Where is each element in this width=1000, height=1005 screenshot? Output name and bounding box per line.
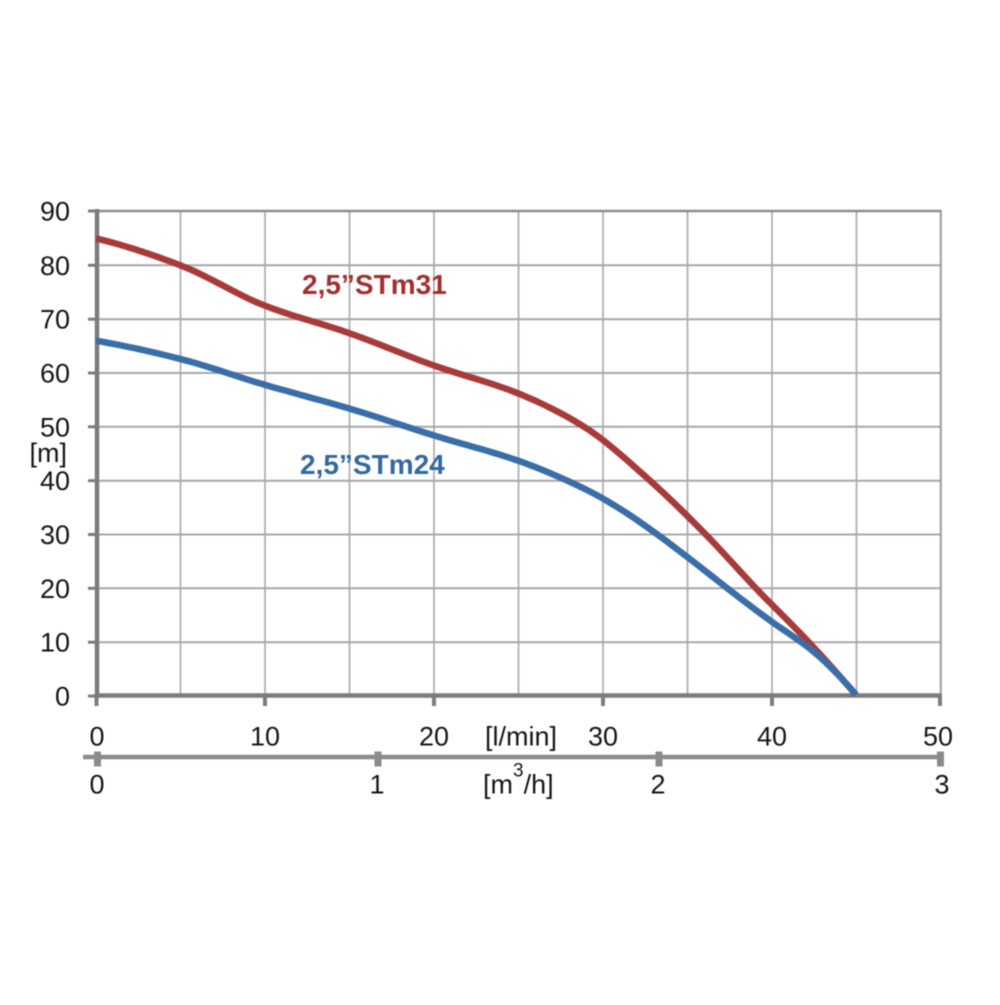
svg-text:10: 10: [250, 722, 280, 752]
svg-text:[l/min]: [l/min]: [485, 722, 557, 752]
svg-text:50: 50: [923, 722, 953, 752]
svg-text:50: 50: [40, 412, 70, 442]
svg-text:[m]: [m]: [30, 438, 68, 468]
svg-text:0: 0: [89, 722, 104, 752]
svg-text:80: 80: [40, 251, 70, 281]
svg-text:40: 40: [757, 722, 787, 752]
svg-text:70: 70: [40, 305, 70, 335]
svg-text:10: 10: [40, 628, 70, 658]
svg-text:[m3/h]: [m3/h]: [483, 761, 554, 800]
svg-text:2,5”STm24: 2,5”STm24: [300, 449, 445, 480]
svg-text:1: 1: [369, 770, 384, 800]
svg-text:0: 0: [89, 770, 104, 800]
svg-text:30: 30: [588, 722, 618, 752]
svg-text:2: 2: [650, 770, 665, 800]
svg-text:30: 30: [40, 520, 70, 550]
svg-text:2,5”STm31: 2,5”STm31: [302, 269, 447, 300]
svg-text:60: 60: [40, 359, 70, 389]
svg-text:20: 20: [419, 722, 449, 752]
svg-text:0: 0: [55, 682, 70, 712]
svg-text:3: 3: [934, 770, 949, 800]
svg-text:40: 40: [40, 466, 70, 496]
svg-text:90: 90: [40, 197, 70, 227]
svg-text:20: 20: [40, 574, 70, 604]
